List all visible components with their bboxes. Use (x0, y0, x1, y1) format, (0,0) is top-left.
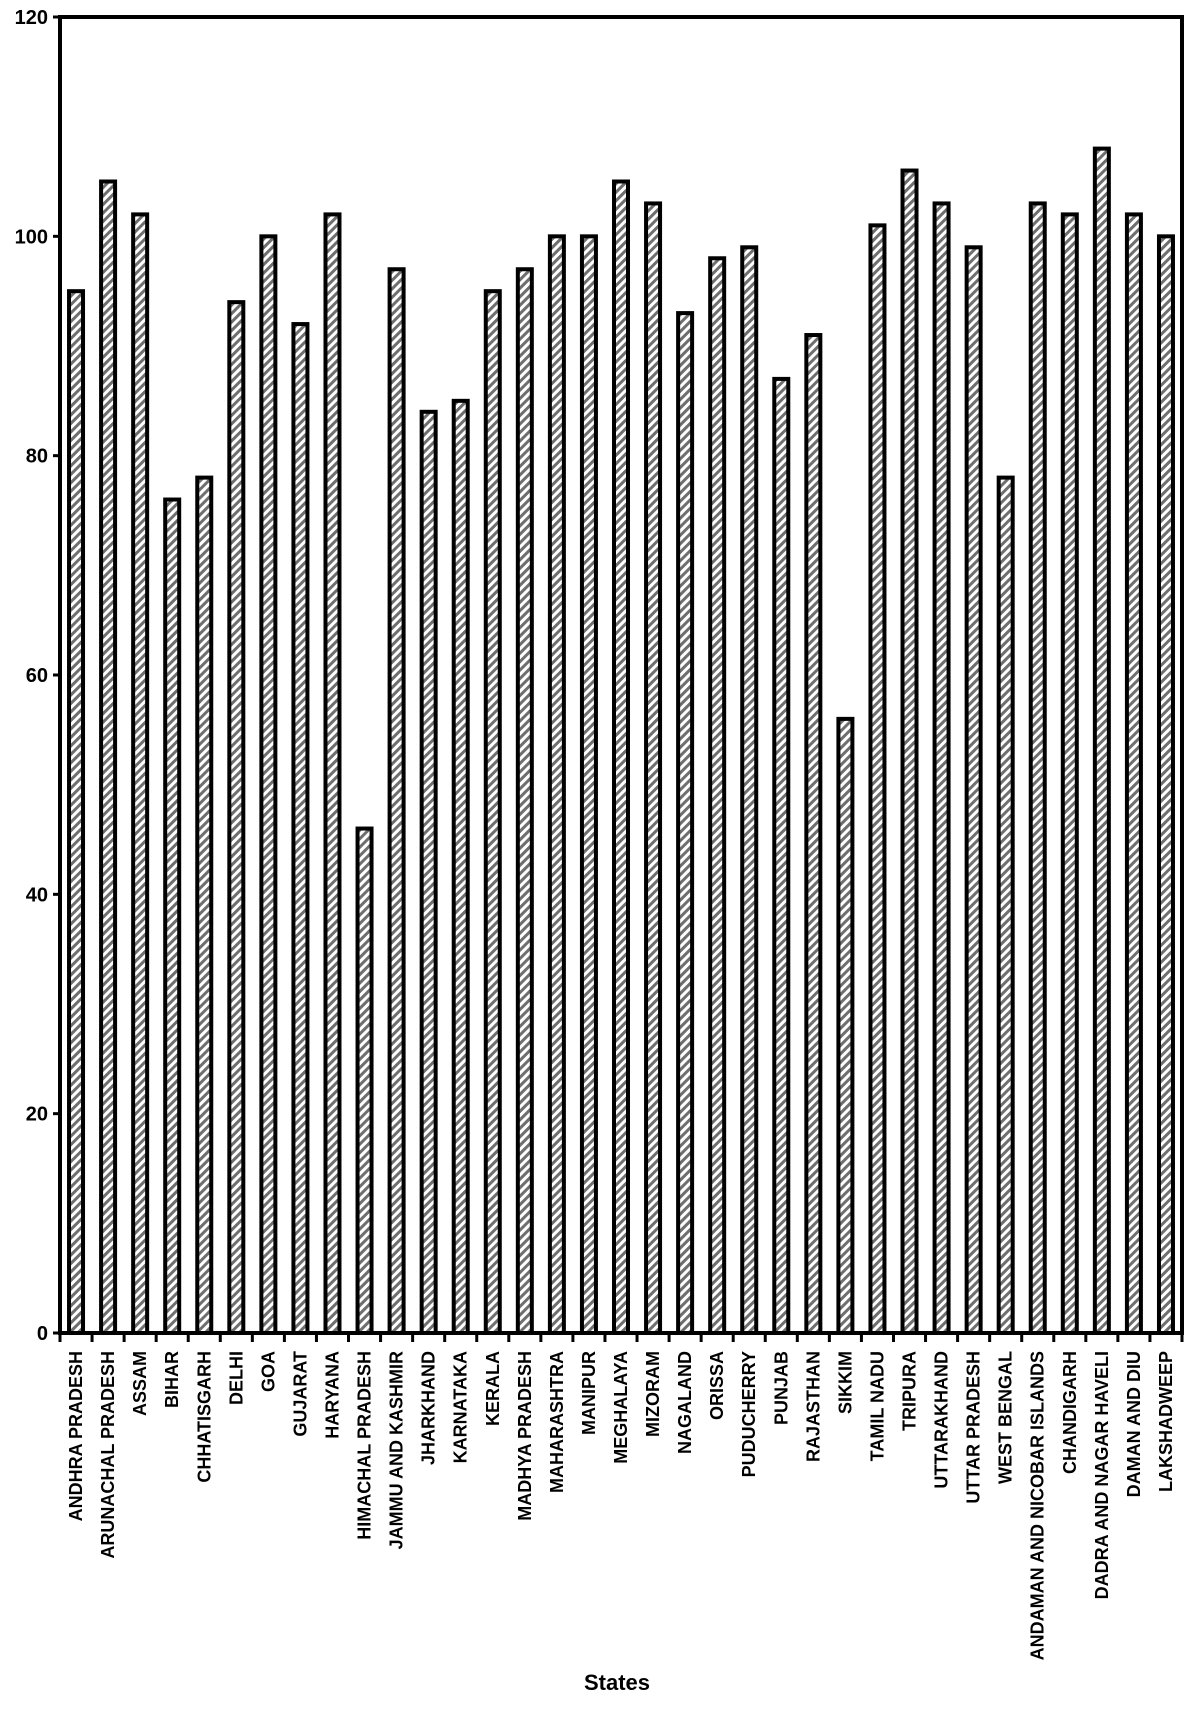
bar-meghalaya (612, 179, 630, 1335)
bar-nagaland (676, 311, 695, 1336)
x-tick-label-nagaland: NAGALAND (675, 1351, 695, 1454)
bar-tripura (900, 168, 919, 1336)
bar-chandigarh (1060, 212, 1079, 1335)
bar-arunachal-pradesh (99, 179, 118, 1335)
bar-mizoram (644, 201, 663, 1335)
x-tick-label-jammu-and-kashmir: JAMMU AND KASHMIR (387, 1351, 407, 1549)
bar-delhi (227, 300, 246, 1336)
x-tick-label-meghalaya: MEGHALAYA (611, 1351, 631, 1464)
bar-jharkhand (419, 409, 438, 1335)
bar-sikkim (836, 716, 855, 1335)
bar-uttarakhand (932, 201, 951, 1335)
x-axis-ticks (58, 1333, 1184, 1342)
bar-punjab (772, 376, 791, 1335)
x-tick-label-daman-and-diu: DAMAN AND DIU (1124, 1351, 1144, 1497)
x-tick-label-uttar-pradesh: UTTAR PRADESH (964, 1351, 984, 1504)
bar-gujarat (291, 322, 310, 1336)
y-tick-label-120: 120 (15, 7, 48, 29)
y-tick-label-0: 0 (37, 1323, 48, 1345)
x-tick-label-maharashtra: MAHARASHTRA (547, 1351, 567, 1493)
x-tick-label-dadra-and-nagar-haveli: DADRA AND NAGAR HAVELI (1092, 1351, 1112, 1599)
bar-uttar-pradesh (964, 245, 983, 1335)
bar-dadra-and-nagar-haveli (1092, 146, 1111, 1336)
x-tick-label-tripura: TRIPURA (900, 1351, 920, 1431)
x-tick-label-rajasthan: RAJASTHAN (803, 1351, 823, 1462)
x-tick-label-jharkhand: JHARKHAND (419, 1351, 439, 1465)
bar-maharashtra (547, 234, 566, 1335)
bar-tamil-nadu (868, 223, 887, 1335)
bar-andhra-pradesh (67, 289, 86, 1336)
x-axis-title: States (584, 1670, 650, 1695)
x-tick-label-arunachal-pradesh: ARUNACHAL PRADESH (98, 1351, 118, 1559)
x-tick-label-delhi: DELHI (226, 1351, 246, 1405)
bar-madhya-pradesh (515, 267, 534, 1336)
x-tick-label-west-bengal: WEST BENGAL (996, 1351, 1016, 1484)
x-tick-label-orissa: ORISSA (707, 1351, 727, 1420)
x-tick-label-chandigarh: CHANDIGARH (1060, 1351, 1080, 1474)
x-tick-label-bihar: BIHAR (162, 1351, 182, 1408)
bar-goa (259, 234, 278, 1335)
bar-rajasthan (804, 333, 823, 1335)
y-tick-label-60: 60 (26, 665, 48, 687)
bar-bihar (163, 497, 182, 1335)
bar-orissa (708, 256, 727, 1335)
x-tick-label-goa: GOA (258, 1351, 278, 1392)
bar-manipur (579, 234, 598, 1335)
x-tick-label-chhatisgarh: CHHATISGARH (194, 1351, 214, 1483)
y-tick-label-80: 80 (26, 446, 48, 468)
x-tick-label-uttarakhand: UTTARAKHAND (932, 1351, 952, 1489)
x-tick-label-andhra-pradesh: ANDHRA PRADESH (66, 1351, 86, 1521)
x-tick-label-lakshadweep: LAKSHADWEEP (1156, 1351, 1176, 1492)
x-tick-label-madhya-pradesh: MADHYA PRADESH (515, 1351, 535, 1521)
x-tick-label-tamil-nadu: TAMIL NADU (867, 1351, 887, 1461)
x-tick-label-himachal-pradesh: HIMACHAL PRADESH (355, 1351, 375, 1540)
x-tick-label-assam: ASSAM (130, 1351, 150, 1416)
x-tick-label-kerala: KERALA (483, 1351, 503, 1426)
bar-chhatisgarh (195, 475, 214, 1336)
y-tick-label-40: 40 (26, 884, 48, 906)
bars-group (67, 146, 1175, 1336)
x-tick-label-haryana: HARYANA (322, 1351, 342, 1439)
bar-kerala (483, 289, 502, 1336)
x-tick-label-puducherry: PUDUCHERRY (739, 1351, 759, 1477)
bar-assam (131, 212, 150, 1335)
x-tick-label-mizoram: MIZORAM (643, 1351, 663, 1437)
bar-karnataka (451, 398, 470, 1336)
x-tick-label-sikkim: SIKKIM (835, 1351, 855, 1414)
bar-himachal-pradesh (355, 826, 374, 1335)
bar-andaman-and-nicobar-islands (1028, 201, 1047, 1335)
bar-lakshadweep (1156, 234, 1175, 1335)
bar-haryana (323, 212, 342, 1335)
x-tick-label-andaman-and-nicobar-islands: ANDAMAN AND NICOBAR ISLANDS (1028, 1351, 1048, 1660)
y-tick-label-20: 20 (26, 1104, 48, 1126)
x-tick-label-gujarat: GUJARAT (290, 1351, 310, 1437)
bar-daman-and-diu (1124, 212, 1143, 1335)
x-tick-label-punjab: PUNJAB (771, 1351, 791, 1425)
bar-west-bengal (996, 475, 1015, 1336)
y-axis-ticks: 0 20 40 60 80 100 120 (15, 7, 60, 1345)
x-tick-label-karnataka: KARNATAKA (451, 1351, 471, 1463)
x-tick-label-manipur: MANIPUR (579, 1351, 599, 1435)
y-tick-label-100: 100 (15, 226, 48, 248)
bar-puducherry (740, 245, 759, 1335)
bar-jammu-and-kashmir (387, 267, 406, 1336)
x-axis-labels: ANDHRA PRADESH ARUNACHAL PRADESH ASSAM BIHA… (66, 1351, 1176, 1660)
